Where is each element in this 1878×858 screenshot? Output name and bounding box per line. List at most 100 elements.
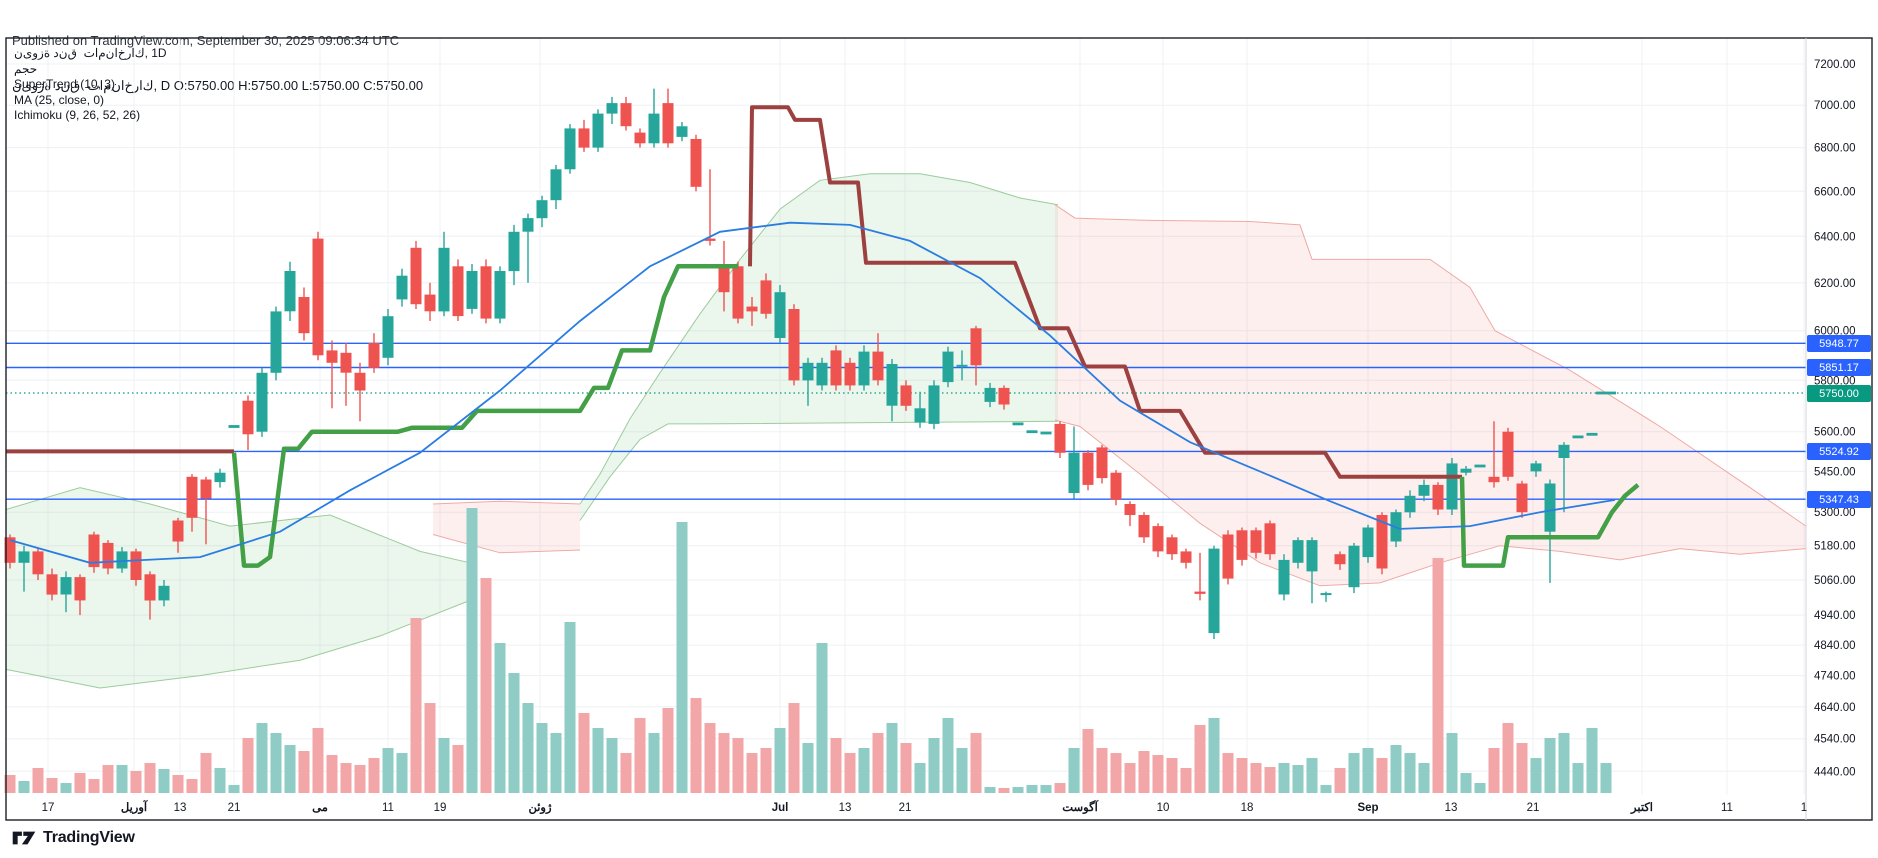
time-axis-label[interactable]: 21 (1527, 802, 1540, 814)
candle-body-up (116, 551, 128, 569)
candle-body-up (1460, 468, 1472, 473)
candle-body-up (1544, 483, 1556, 532)
candle-body-up (816, 362, 828, 386)
time-axis-label[interactable]: ژوئن (528, 802, 552, 815)
volume-bar (1292, 765, 1304, 793)
volume-bar (354, 765, 366, 793)
price-axis-label[interactable]: 6000.00 (1814, 326, 1856, 338)
volume-bar (592, 728, 604, 793)
candle-body-down (746, 306, 758, 312)
time-axis-label[interactable]: آوریل (121, 798, 149, 815)
volume-bar (676, 522, 688, 793)
volume-bar (1348, 753, 1360, 793)
price-axis-label[interactable]: 6600.00 (1814, 186, 1856, 198)
legend-supertrend: SuperTrend (10, 3) (14, 77, 115, 91)
time-axis-label[interactable]: 10 (1157, 802, 1170, 814)
candle-body-down (32, 551, 44, 575)
candle-body-down (102, 542, 114, 569)
price-axis-label[interactable]: 6400.00 (1814, 231, 1856, 243)
volume-bar (1530, 758, 1542, 793)
time-axis-label[interactable]: 19 (434, 802, 447, 814)
price-axis-label[interactable]: 5600.00 (1814, 427, 1856, 439)
candle-body-down (326, 350, 338, 363)
volume-bar (774, 728, 786, 793)
candle-body-down (312, 238, 324, 356)
volume-bar (1404, 753, 1416, 793)
price-axis-label[interactable]: 4540.00 (1814, 734, 1856, 746)
candle-body-down (1502, 431, 1514, 477)
candle-body-down (410, 247, 422, 305)
volume-bar (1474, 783, 1486, 793)
candle-body-down (1180, 551, 1192, 563)
candle-body-down (1236, 530, 1248, 560)
time-axis-label[interactable]: 13 (1445, 802, 1458, 814)
volume-bar (690, 698, 702, 793)
candle-body-up (942, 351, 954, 383)
volume-bar (228, 785, 240, 793)
price-axis-label[interactable]: 4840.00 (1814, 640, 1856, 652)
time-axis-label[interactable]: می (312, 802, 328, 814)
price-axis-label[interactable]: 6800.00 (1814, 143, 1856, 155)
volume-bar (214, 768, 226, 793)
candle-body-down (970, 328, 982, 366)
price-axis-label[interactable]: 4740.00 (1814, 671, 1856, 683)
tradingview-logo[interactable]: TradingView (12, 827, 135, 849)
volume-bar (1572, 763, 1584, 793)
price-axis-label[interactable]: 6200.00 (1814, 278, 1856, 290)
price-axis-label[interactable]: 5300.00 (1814, 507, 1856, 519)
volume-bar (760, 748, 772, 793)
candle-body-up (1306, 540, 1318, 572)
time-axis-label[interactable]: Sep (1357, 802, 1378, 814)
candle-body-down (4, 537, 16, 563)
time-axis-label[interactable]: 11 (1721, 802, 1733, 814)
time-axis-label[interactable]: 13 (174, 802, 187, 814)
price-axis-label[interactable]: 5450.00 (1814, 466, 1856, 478)
volume-bar (1488, 748, 1500, 793)
price-axis-label[interactable]: 4440.00 (1814, 766, 1856, 778)
candle-body-up (774, 292, 786, 338)
volume-bar (284, 745, 296, 793)
time-axis-label[interactable]: 17 (42, 802, 55, 814)
price-axis-label[interactable]: 5180.00 (1814, 541, 1856, 553)
volume-bar (1278, 763, 1290, 793)
volume-bar (1320, 785, 1332, 793)
time-axis-label[interactable]: Jul (772, 802, 789, 814)
flat-candle-dash (1586, 432, 1598, 436)
time-axis-label[interactable]: 1 (1801, 802, 1807, 814)
volume-bar (102, 765, 114, 793)
candle-body-down (578, 128, 590, 148)
volume-bar (1124, 763, 1136, 793)
time-axis-label[interactable]: 21 (228, 802, 241, 814)
price-axis-label[interactable]: 7000.00 (1814, 100, 1856, 112)
time-axis-label[interactable]: آگوست (1062, 798, 1099, 815)
price-axis-label[interactable]: 4940.00 (1814, 610, 1856, 622)
volume-bar (1068, 748, 1080, 793)
legend-symbol: ‭ن‌ی‌و‌ز‌ة د‌ن‌ق ت‌ا‌م‌ن‌ا‌خ‌ر‌ا‌ك‬, 1D (14, 46, 167, 60)
candle-body-up (956, 364, 968, 367)
time-axis-label[interactable]: اکتبر (1630, 801, 1653, 815)
candle-body-up (858, 351, 870, 386)
volume-bar (872, 733, 884, 793)
candle-body-up (396, 275, 408, 300)
time-axis-label[interactable]: 18 (1241, 802, 1254, 814)
price-axis-label[interactable]: 7200.00 (1814, 59, 1856, 71)
time-axis-label[interactable]: 21 (899, 802, 912, 814)
candle-body-down (662, 103, 674, 144)
volume-bar (1194, 725, 1206, 793)
candle-body-down (1110, 472, 1122, 500)
price-axis-label[interactable]: 4640.00 (1814, 702, 1856, 714)
candle-body-down (354, 372, 366, 391)
volume-bar (1446, 733, 1458, 793)
time-axis-label[interactable]: 13 (839, 802, 852, 814)
volume-bar (242, 738, 254, 793)
time-axis-label[interactable]: 11 (382, 802, 394, 814)
candle-body-down (480, 266, 492, 319)
candle-body-up (1068, 452, 1080, 493)
candle-body-up (1404, 495, 1416, 513)
volume-bar (900, 743, 912, 793)
price-axis-label[interactable]: 5060.00 (1814, 575, 1856, 587)
volume-bar (256, 723, 268, 793)
price-axis-label[interactable]: 5800.00 (1814, 375, 1856, 387)
